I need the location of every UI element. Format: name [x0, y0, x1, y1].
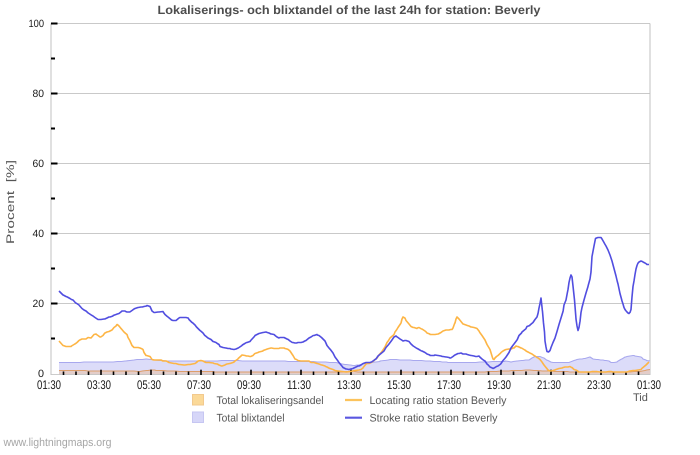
svg-text:09:30: 09:30 [237, 378, 261, 392]
svg-text:11:30: 11:30 [287, 378, 311, 392]
svg-text:100: 100 [29, 18, 45, 30]
svg-text:Locating ratio station Beverly: Locating ratio station Beverly [370, 395, 507, 407]
svg-text:40: 40 [33, 228, 45, 240]
svg-text:80: 80 [33, 88, 45, 100]
svg-text:23:30: 23:30 [587, 378, 611, 392]
svg-text:Tid: Tid [633, 392, 648, 404]
svg-text:17:30: 17:30 [437, 378, 461, 392]
svg-text:21:30: 21:30 [537, 378, 561, 392]
svg-text:www.lightningmaps.org: www.lightningmaps.org [3, 437, 112, 449]
svg-text:Stroke ratio station Beverly: Stroke ratio station Beverly [370, 412, 498, 424]
svg-text:05:30: 05:30 [137, 378, 161, 392]
svg-text:60: 60 [33, 158, 45, 170]
svg-text:20: 20 [33, 298, 45, 310]
svg-text:19:30: 19:30 [487, 378, 511, 392]
svg-text:15:30: 15:30 [387, 378, 411, 392]
svg-text:13:30: 13:30 [337, 378, 361, 392]
svg-text:0: 0 [38, 368, 44, 380]
svg-text:01:30: 01:30 [37, 378, 61, 392]
svg-text:Total blixtandel: Total blixtandel [217, 412, 285, 424]
svg-text:Total lokaliseringsandel: Total lokaliseringsandel [217, 395, 324, 407]
svg-text:07:30: 07:30 [187, 378, 211, 392]
svg-text:Lokaliserings- och blixtandel: Lokaliserings- och blixtandel of the las… [158, 3, 541, 17]
svg-text:01:30: 01:30 [637, 378, 661, 392]
svg-text:03:30: 03:30 [87, 378, 111, 392]
svg-text:Procent [%]: Procent [%] [5, 160, 17, 244]
